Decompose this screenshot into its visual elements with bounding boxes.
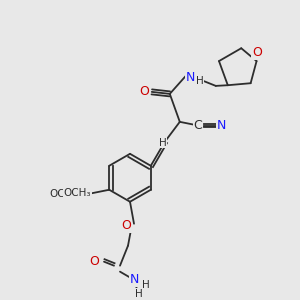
Text: O: O — [80, 187, 90, 200]
Text: OCH₃: OCH₃ — [50, 189, 77, 199]
Text: H: H — [159, 138, 167, 148]
Text: OCH₃: OCH₃ — [64, 188, 91, 198]
Text: O: O — [252, 46, 262, 59]
Text: N: N — [186, 71, 196, 84]
Text: H: H — [142, 280, 150, 290]
Text: O: O — [121, 219, 131, 232]
Text: C: C — [194, 119, 202, 132]
Text: N: N — [217, 119, 226, 132]
Text: H: H — [196, 76, 204, 86]
Text: O: O — [89, 255, 99, 268]
Text: H: H — [135, 289, 143, 298]
Text: O: O — [139, 85, 149, 98]
Text: N: N — [129, 273, 139, 286]
